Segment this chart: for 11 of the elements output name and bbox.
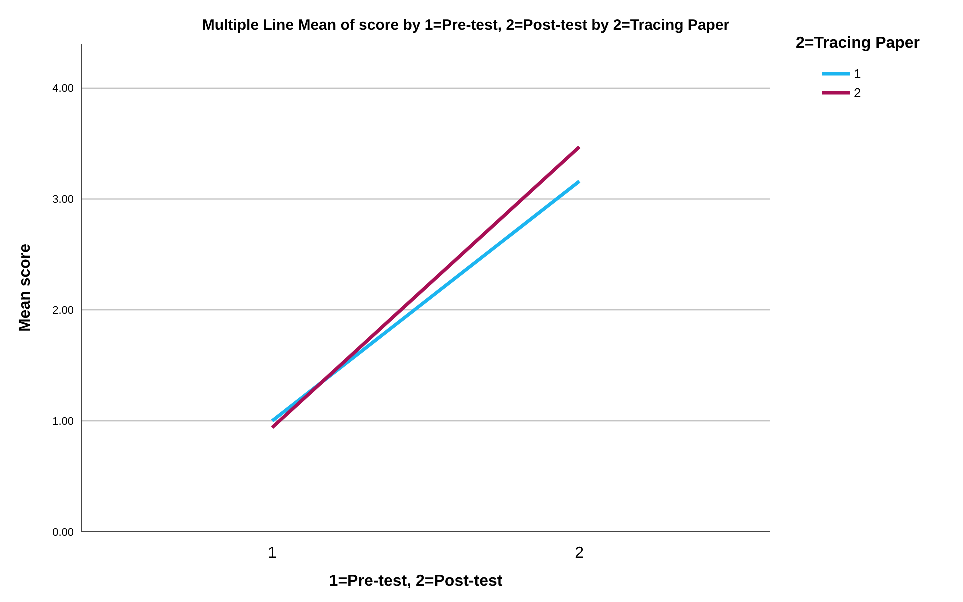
y-tick-label: 0.00 [52,526,74,539]
y-tick-label: 3.00 [52,194,74,206]
legend-label: 1 [854,66,862,82]
y-tick-label: 4.00 [52,83,74,96]
y-tick-label: 1.00 [52,416,74,428]
legend-label: 2 [854,86,862,101]
legend-title: 2=Tracing Paper [796,35,920,52]
chart-title: Multiple Line Mean of score by 1=Pre-test, 2=Post-test by 2=Tracing Paper [202,17,730,34]
y-axis-title: Mean score [17,244,34,332]
y-tick-label: 2.00 [52,305,74,318]
x-axis-title: 1=Pre-test, 2=Post-test [329,573,504,590]
